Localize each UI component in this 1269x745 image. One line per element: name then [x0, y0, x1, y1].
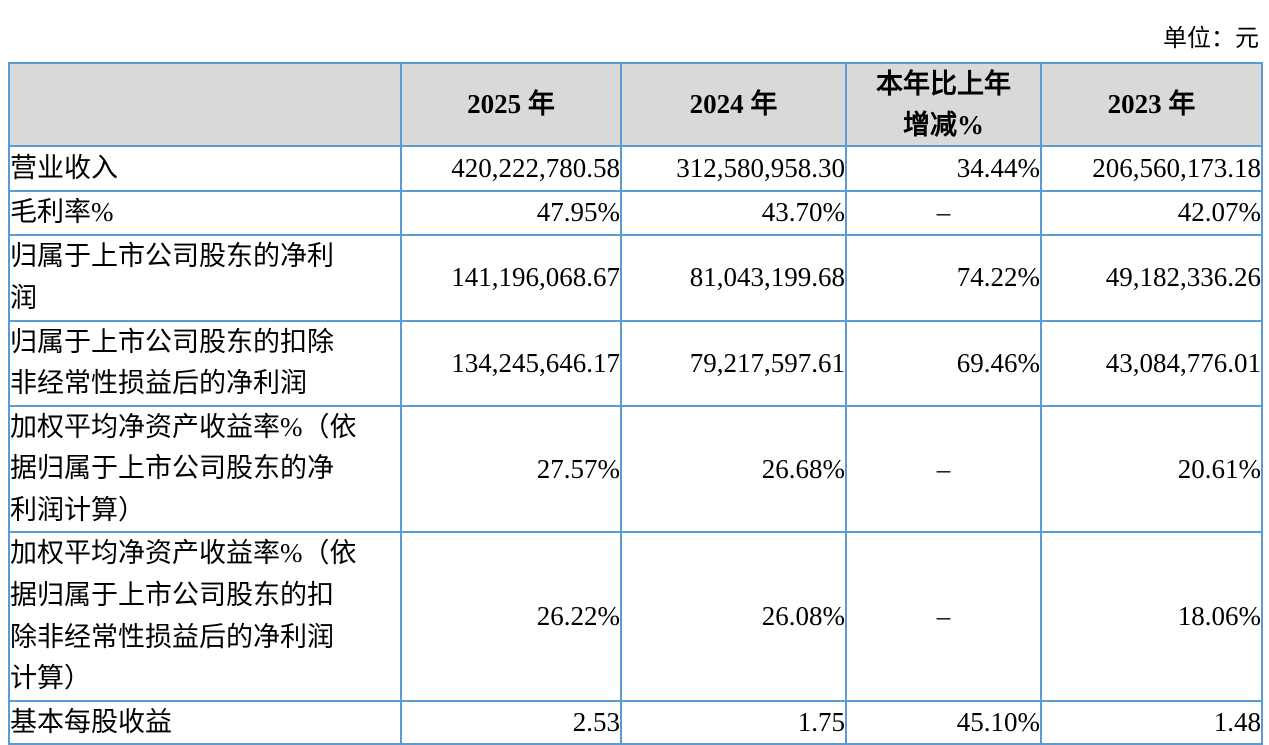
value-yoy: – [845, 404, 1042, 534]
table-row-net-profit-deducted: 归属于上市公司股东的扣除 非经常性损益后的净利润 134,245,646.17 … [8, 319, 1263, 407]
header-yoy-change: 本年比上年 增减% [845, 62, 1042, 147]
table-row-weighted-roe: 加权平均净资产收益率%（依 据归属于上市公司股东的净 利润计算） 27.57% … [8, 404, 1263, 534]
row-label: 加权平均净资产收益率%（依 据归属于上市公司股东的扣 除非经常性损益后的净利润 … [8, 531, 402, 702]
value-2024: 26.68% [620, 404, 847, 534]
table-row-net-profit: 归属于上市公司股东的净利 润 141,196,068.67 81,043,199… [8, 233, 1263, 322]
row-label: 毛利率% [8, 190, 402, 236]
value-2025: 47.95% [400, 190, 622, 236]
value-yoy: 45.10% [845, 699, 1042, 745]
header-indicator [8, 62, 402, 147]
value-2025: 2.53 [400, 699, 622, 745]
header-2025: 2025 年 [400, 62, 622, 147]
value-2023: 43,084,776.01 [1040, 319, 1263, 407]
value-2023: 42.07% [1040, 190, 1263, 236]
row-label: 加权平均净资产收益率%（依 据归属于上市公司股东的净 利润计算） [8, 404, 402, 534]
value-yoy: 34.44% [845, 145, 1042, 192]
value-2023: 49,182,336.26 [1040, 233, 1263, 322]
value-2025: 26.22% [400, 531, 622, 702]
value-yoy: 69.46% [845, 319, 1042, 407]
value-yoy: 74.22% [845, 233, 1042, 322]
value-2025: 420,222,780.58 [400, 145, 622, 192]
value-2025: 27.57% [400, 404, 622, 534]
table-row-revenue: 营业收入 420,222,780.58 312,580,958.30 34.44… [8, 145, 1263, 192]
value-yoy: – [845, 190, 1042, 236]
value-2024: 81,043,199.68 [620, 233, 847, 322]
value-2024: 79,217,597.61 [620, 319, 847, 407]
value-yoy: – [845, 531, 1042, 702]
row-label: 营业收入 [8, 145, 402, 192]
row-label: 归属于上市公司股东的净利 润 [8, 233, 402, 322]
row-label: 归属于上市公司股东的扣除 非经常性损益后的净利润 [8, 319, 402, 407]
financial-summary-table: 2025 年 2024 年 本年比上年 增减% 2023 年 营业收入 420,… [8, 62, 1263, 745]
value-2023: 18.06% [1040, 531, 1263, 702]
value-2024: 1.75 [620, 699, 847, 745]
value-2025: 141,196,068.67 [400, 233, 622, 322]
table-row-weighted-roe-deducted: 加权平均净资产收益率%（依 据归属于上市公司股东的扣 除非经常性损益后的净利润 … [8, 531, 1263, 702]
unit-label: 单位：元 [1163, 26, 1259, 52]
value-2025: 134,245,646.17 [400, 319, 622, 407]
table-row-gross-margin: 毛利率% 47.95% 43.70% – 42.07% [8, 190, 1263, 236]
header-2024: 2024 年 [620, 62, 847, 147]
value-2023: 20.61% [1040, 404, 1263, 534]
value-2023: 206,560,173.18 [1040, 145, 1263, 192]
value-2024: 43.70% [620, 190, 847, 236]
value-2024: 26.08% [620, 531, 847, 702]
header-2023: 2023 年 [1040, 62, 1263, 147]
value-2023: 1.48 [1040, 699, 1263, 745]
table-header-row: 2025 年 2024 年 本年比上年 增减% 2023 年 [8, 62, 1263, 147]
table-row-basic-eps: 基本每股收益 2.53 1.75 45.10% 1.48 [8, 699, 1263, 745]
value-2024: 312,580,958.30 [620, 145, 847, 192]
row-label: 基本每股收益 [8, 699, 402, 745]
